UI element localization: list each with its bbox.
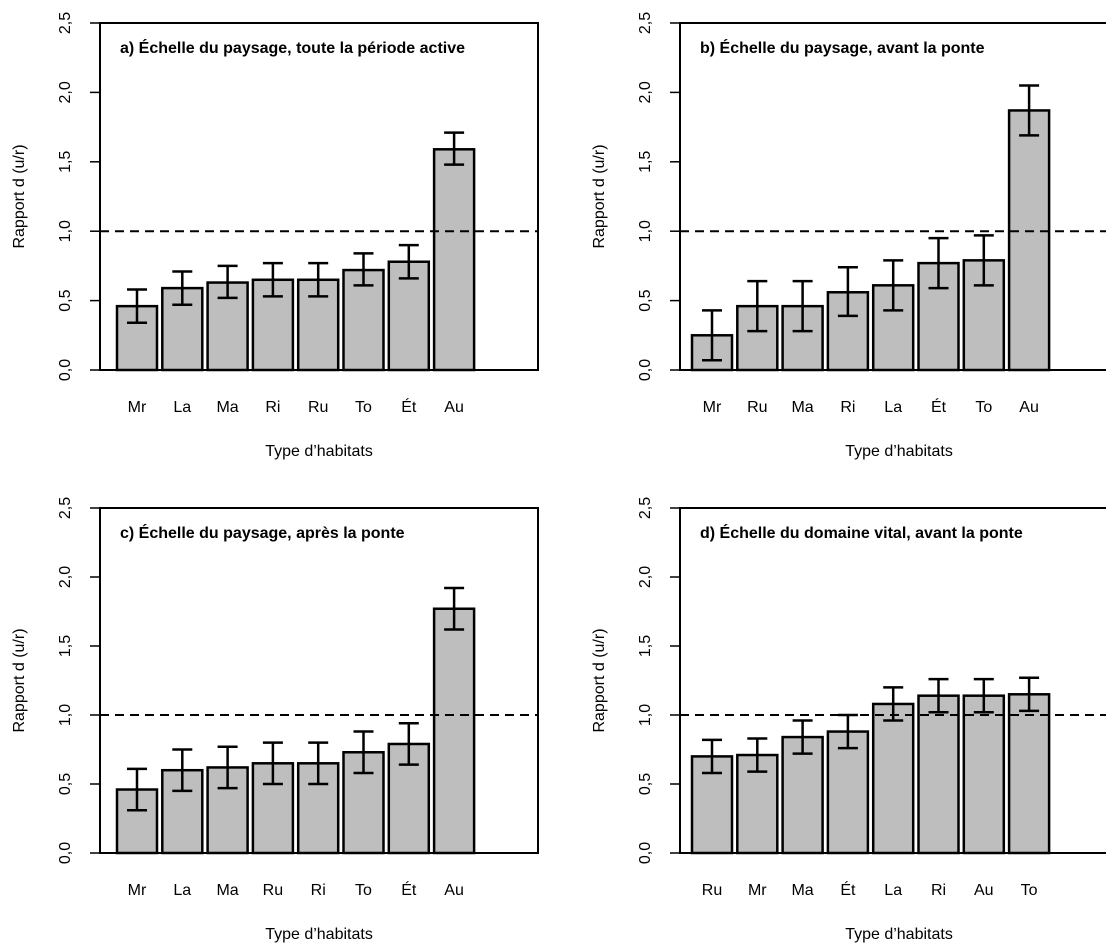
bar-Ét bbox=[826, 730, 870, 855]
y-tick-label: 2,0 bbox=[57, 81, 74, 103]
x-axis-title: Type d’habitats bbox=[265, 443, 373, 460]
bar-Au bbox=[1007, 109, 1051, 372]
bar-To bbox=[1007, 693, 1051, 855]
y-tick-label: 2,5 bbox=[637, 12, 654, 34]
x-axis-title: Type d’habitats bbox=[845, 443, 953, 460]
bar-Au bbox=[432, 607, 476, 855]
y-tick-label: 2,0 bbox=[57, 566, 74, 588]
y-axis-title: Rapport d (u/r) bbox=[11, 144, 28, 248]
y-tick-label: 0,5 bbox=[637, 289, 654, 311]
panel-title: b) Échelle du paysage, avant la ponte bbox=[700, 38, 985, 57]
y-tick-label: 2,5 bbox=[637, 497, 654, 519]
x-tick-label: Ét bbox=[840, 880, 856, 899]
y-tick-label: 1,5 bbox=[637, 635, 654, 657]
panel-title: d) Échelle du domaine vital, avant la po… bbox=[700, 523, 1023, 542]
chart-panel-c: 0,0 0,5 1,0 1,5 2,0 2,5 Mr La Ma Ru Ri To Ét Au Type d… bbox=[11, 497, 539, 943]
bar-La bbox=[871, 702, 915, 855]
y-tick-label: 2,5 bbox=[57, 12, 74, 34]
bar-Au bbox=[432, 148, 476, 372]
y-tick-label: 1,5 bbox=[637, 151, 654, 173]
x-tick-label: Ru bbox=[747, 399, 767, 416]
y-tick-label: 0,0 bbox=[57, 359, 74, 381]
x-tick-label: La bbox=[173, 399, 191, 416]
x-tick-label: Ri bbox=[840, 399, 855, 416]
x-axis-title: Type d’habitats bbox=[265, 926, 373, 943]
chart-panel-a: 0,0 0,5 1,0 1,5 2,0 2,5 Mr La Ma Ri Ru To Ét Au Type d… bbox=[11, 12, 539, 460]
bar-To bbox=[342, 268, 385, 372]
x-tick-label: Mr bbox=[703, 399, 722, 416]
chart-panel-b: 0,0 0,5 1,0 1,5 2,0 2,5 Mr Ru Ma Ri La Ét To Au Type d… bbox=[591, 12, 1106, 460]
y-tick-label: 2,5 bbox=[57, 497, 74, 519]
panel-title: c) Échelle du paysage, après la ponte bbox=[120, 523, 405, 542]
x-tick-label: Ru bbox=[263, 882, 283, 899]
y-tick-label: 1,0 bbox=[57, 704, 74, 726]
x-tick-label: Au bbox=[444, 882, 464, 899]
x-tick-label: Mr bbox=[128, 399, 147, 416]
y-tick-label: 0,5 bbox=[57, 289, 74, 311]
x-axis-title: Type d’habitats bbox=[845, 926, 953, 943]
x-tick-label: Ri bbox=[311, 882, 326, 899]
x-tick-label: Ma bbox=[216, 882, 238, 899]
x-tick-label: Ma bbox=[216, 399, 238, 416]
x-tick-label: Ét bbox=[401, 880, 417, 899]
chart-panel-d: 0,0 0,5 1,0 1,5 2,0 2,5 Ru Mr Ma Ét La Ri Au To Type d… bbox=[591, 497, 1106, 943]
y-tick-label: 0,5 bbox=[57, 773, 74, 795]
y-tick-label: 1,0 bbox=[57, 220, 74, 242]
x-tick-label: La bbox=[884, 882, 902, 899]
y-tick-label: 1,5 bbox=[57, 635, 74, 657]
y-tick-label: 1,0 bbox=[637, 220, 654, 242]
x-tick-label: Ma bbox=[791, 399, 813, 416]
plot-frame bbox=[679, 507, 1106, 854]
x-tick-label: Ét bbox=[931, 397, 947, 416]
x-tick-label: Ri bbox=[931, 882, 946, 899]
x-tick-label: To bbox=[975, 399, 992, 416]
x-tick-label: Ru bbox=[702, 882, 722, 899]
plot-frame bbox=[99, 507, 539, 854]
y-tick-label: 0,0 bbox=[637, 842, 654, 864]
x-tick-label: Ri bbox=[265, 399, 280, 416]
panel-title: a) Échelle du paysage, toute la période … bbox=[120, 38, 465, 57]
y-tick-label: 1,0 bbox=[637, 704, 654, 726]
x-tick-label: La bbox=[884, 399, 902, 416]
y-axis-title: Rapport d (u/r) bbox=[591, 628, 608, 732]
y-tick-label: 0,0 bbox=[637, 359, 654, 381]
bar-Ri bbox=[251, 278, 295, 372]
x-tick-label: Au bbox=[974, 882, 994, 899]
plot-frame bbox=[99, 22, 539, 371]
bar-Au bbox=[962, 694, 1006, 855]
x-tick-label: Ru bbox=[308, 399, 328, 416]
y-axis-title: Rapport d (u/r) bbox=[591, 144, 608, 248]
y-tick-label: 0,0 bbox=[57, 842, 74, 864]
x-tick-label: To bbox=[1021, 882, 1038, 899]
x-tick-label: Mr bbox=[748, 882, 767, 899]
y-tick-label: 2,0 bbox=[637, 566, 654, 588]
x-tick-label: To bbox=[355, 882, 372, 899]
x-tick-label: Ét bbox=[401, 397, 417, 416]
y-axis-title: Rapport d (u/r) bbox=[11, 628, 28, 732]
x-tick-label: Au bbox=[444, 399, 464, 416]
y-tick-label: 2,0 bbox=[637, 81, 654, 103]
x-tick-label: Au bbox=[1019, 399, 1039, 416]
x-tick-label: Ma bbox=[791, 882, 813, 899]
plot-frame bbox=[679, 22, 1106, 371]
x-tick-label: Mr bbox=[128, 882, 147, 899]
bar-Ri bbox=[917, 694, 960, 855]
x-tick-label: To bbox=[355, 399, 372, 416]
x-tick-label: La bbox=[173, 882, 191, 899]
y-tick-label: 0,5 bbox=[637, 773, 654, 795]
y-tick-label: 1,5 bbox=[57, 151, 74, 173]
